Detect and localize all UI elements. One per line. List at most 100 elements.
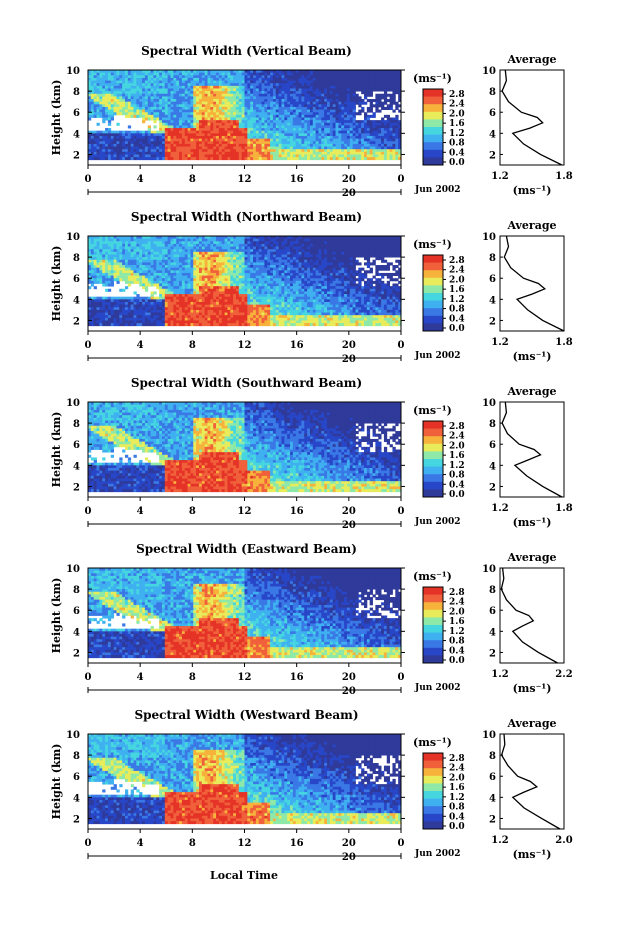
heatmap-cell — [116, 270, 119, 273]
heatmap-cell — [199, 75, 202, 78]
heatmap-cell — [162, 270, 165, 273]
heatmap-cell — [128, 276, 131, 279]
heatmap-cell — [193, 265, 196, 268]
heatmap-cell — [165, 289, 168, 292]
heatmap-cell — [227, 75, 230, 78]
heatmap-cell — [151, 136, 154, 139]
heatmap-cell — [142, 102, 145, 105]
heatmap-cell — [153, 96, 156, 99]
heatmap-cell — [347, 91, 350, 94]
heatmap-cell — [99, 147, 102, 150]
heatmap-cell — [264, 104, 267, 107]
heatmap-cell — [188, 291, 191, 294]
heatmap-cell — [318, 123, 321, 126]
heatmap-cell — [134, 241, 137, 244]
heatmap-cell — [171, 110, 174, 113]
heatmap-cell — [134, 247, 137, 250]
heatmap-cell — [122, 73, 125, 76]
heatmap-cell — [210, 128, 213, 131]
heatmap-cell — [324, 141, 327, 144]
heatmap-cell — [276, 128, 279, 131]
heatmap-cell — [276, 154, 279, 157]
heatmap-cell — [131, 273, 134, 276]
heatmap-cell — [134, 78, 137, 81]
heatmap-cell — [190, 102, 193, 105]
heatmap-cell — [230, 94, 233, 97]
heatmap-cell — [119, 99, 122, 102]
heatmap-cell — [373, 104, 376, 107]
heatmap-cell — [202, 78, 205, 81]
heatmap-cell — [270, 141, 273, 144]
heatmap-cell — [131, 86, 134, 89]
heatmap-cell — [136, 265, 139, 268]
heatmap-cell — [375, 96, 378, 99]
heatmap-cell — [119, 110, 122, 113]
heatmap-cell — [179, 299, 182, 302]
heatmap-cell — [262, 88, 265, 91]
heatmap-cell — [390, 125, 393, 128]
heatmap-cell — [321, 96, 324, 99]
heatmap-cell — [173, 128, 176, 131]
heatmap-cell — [168, 99, 171, 102]
heatmap-cell — [321, 75, 324, 78]
heatmap-cell — [188, 318, 191, 321]
heatmap-cell — [134, 320, 137, 323]
heatmap-cell — [153, 73, 156, 76]
heatmap-cell — [114, 299, 117, 302]
heatmap-cell — [94, 104, 97, 107]
heatmap-cell — [128, 75, 131, 78]
heatmap-cell — [173, 73, 176, 76]
heatmap-cell — [279, 81, 282, 84]
heatmap-cell — [338, 118, 341, 121]
heatmap-cell — [185, 239, 188, 242]
heatmap-cell — [330, 104, 333, 107]
heatmap-cell — [327, 147, 330, 150]
heatmap-cell — [193, 73, 196, 76]
heatmap-cell — [304, 102, 307, 105]
heatmap-cell — [173, 281, 176, 284]
heatmap-cell — [173, 75, 176, 78]
heatmap-cell — [225, 110, 228, 113]
heatmap-cell — [151, 294, 154, 297]
heatmap-cell — [299, 86, 302, 89]
heatmap-cell — [336, 152, 339, 155]
heatmap-cell — [185, 276, 188, 279]
heatmap-cell — [188, 254, 191, 257]
heatmap-cell — [162, 284, 165, 287]
heatmap-cell — [307, 139, 310, 142]
heatmap-cell — [182, 118, 185, 121]
heatmap-cell — [370, 144, 373, 147]
heatmap-cell — [259, 152, 262, 155]
heatmap-cell — [173, 320, 176, 323]
heatmap-cell — [91, 81, 94, 84]
heatmap-cell — [390, 136, 393, 139]
heatmap-cell — [375, 133, 378, 136]
heatmap-cell — [179, 128, 182, 131]
heatmap-cell — [227, 144, 230, 147]
heatmap-cell — [102, 144, 105, 147]
heatmap-cell — [310, 75, 313, 78]
heatmap-cell — [99, 81, 102, 84]
heatmap-cell — [185, 281, 188, 284]
heatmap-cell — [242, 125, 245, 128]
heatmap-cell — [97, 83, 100, 86]
heatmap-cell — [301, 115, 304, 118]
heatmap-cell — [193, 139, 196, 142]
heatmap-cell — [148, 112, 151, 115]
heatmap-cell — [116, 86, 119, 89]
heatmap-cell — [173, 157, 176, 160]
heatmap-cell — [102, 73, 105, 76]
heatmap-cell — [131, 73, 134, 76]
heatmap-cell — [321, 110, 324, 113]
heatmap-cell — [219, 144, 222, 147]
heatmap-cell — [222, 157, 225, 160]
heatmap-cell — [171, 297, 174, 300]
heatmap-cell — [219, 81, 222, 84]
heatmap-cell — [131, 152, 134, 155]
heatmap-cell — [185, 128, 188, 131]
heatmap-cell — [279, 107, 282, 110]
heatmap-cell — [99, 315, 102, 318]
heatmap-cell — [159, 141, 162, 144]
heatmap-cell — [395, 133, 398, 136]
heatmap-cell — [168, 294, 171, 297]
